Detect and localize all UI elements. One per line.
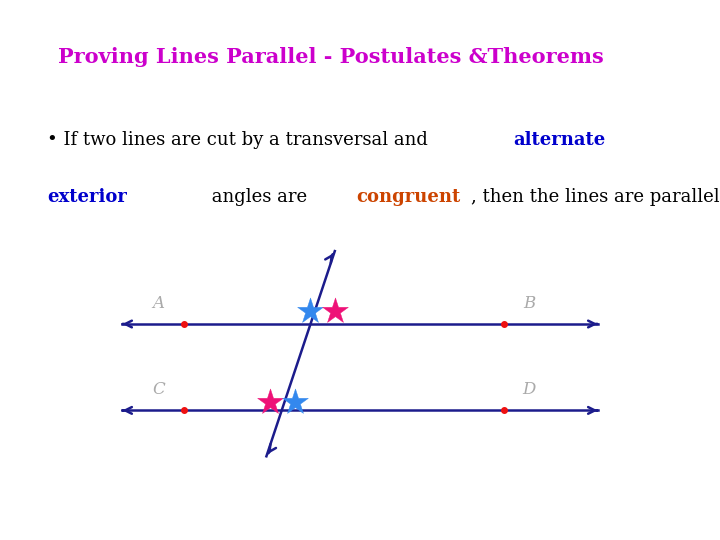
Text: C: C — [152, 381, 165, 399]
Text: exterior: exterior — [47, 188, 127, 206]
Point — [289, 398, 301, 407]
Text: • If two lines are cut by a transversal and: • If two lines are cut by a transversal … — [47, 131, 433, 150]
Point — [264, 398, 276, 407]
Text: angles are: angles are — [206, 188, 313, 206]
Text: , then the lines are parallel.: , then the lines are parallel. — [471, 188, 720, 206]
Text: Proving Lines Parallel - Postulates &Theorems: Proving Lines Parallel - Postulates &The… — [58, 46, 603, 67]
Text: A: A — [153, 295, 164, 312]
Point — [304, 306, 315, 315]
Point — [329, 306, 341, 315]
Text: alternate: alternate — [513, 131, 605, 150]
Text: congruent: congruent — [356, 188, 461, 206]
Text: D: D — [523, 381, 536, 399]
Text: B: B — [523, 295, 536, 312]
